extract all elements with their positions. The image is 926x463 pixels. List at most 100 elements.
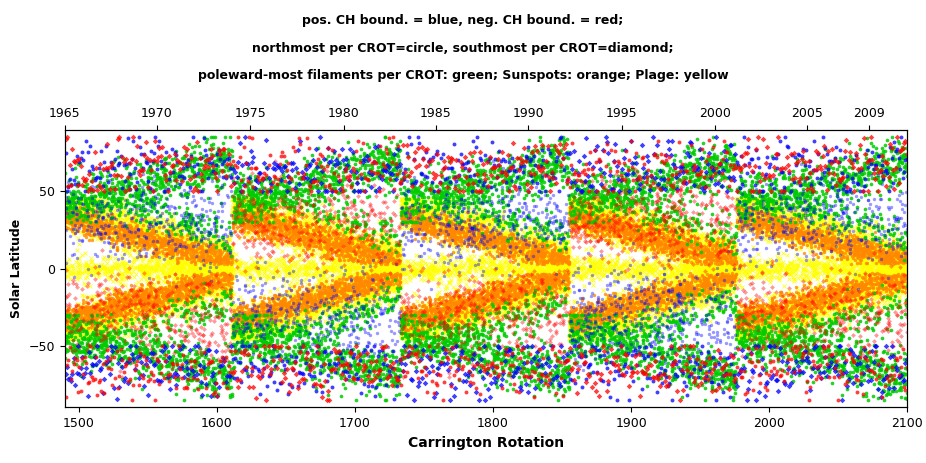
Point: [169, 384, 183, 392]
Point: [418, 260, 432, 267]
Point: [570, 323, 585, 331]
Point: [796, 212, 811, 219]
Point: [598, 223, 613, 230]
Point: [435, 206, 450, 213]
Point: [679, 263, 694, 270]
Point: [398, 304, 413, 311]
Point: [289, 208, 304, 216]
Point: [297, 375, 312, 383]
Point: [676, 232, 691, 240]
Point: [534, 251, 549, 258]
Point: [451, 292, 466, 299]
Point: [823, 219, 838, 226]
Point: [142, 235, 156, 242]
Point: [66, 195, 81, 203]
Point: [847, 284, 862, 291]
Point: [480, 360, 494, 368]
Point: [113, 218, 128, 225]
Point: [342, 294, 357, 302]
Point: [602, 226, 617, 233]
Point: [569, 195, 583, 203]
Point: [249, 319, 264, 327]
Point: [607, 291, 622, 298]
Point: [841, 175, 856, 182]
Point: [839, 206, 854, 214]
Point: [211, 251, 226, 259]
Point: [685, 261, 700, 269]
Point: [752, 190, 767, 197]
Point: [492, 350, 507, 357]
Point: [456, 299, 470, 306]
Point: [674, 239, 689, 247]
Point: [811, 200, 826, 207]
Point: [96, 269, 111, 277]
Point: [194, 281, 209, 288]
Point: [836, 226, 851, 233]
Point: [845, 246, 859, 253]
Point: [649, 225, 664, 232]
Point: [613, 171, 628, 178]
Point: [653, 293, 668, 300]
Point: [222, 287, 237, 294]
Point: [132, 305, 147, 313]
Point: [890, 271, 905, 279]
Point: [679, 261, 694, 269]
Point: [307, 231, 321, 238]
Point: [253, 217, 268, 224]
Point: [586, 327, 601, 334]
Point: [116, 304, 131, 312]
Point: [607, 218, 622, 225]
Point: [121, 243, 136, 250]
Point: [327, 195, 342, 202]
Point: [421, 318, 436, 325]
Point: [784, 235, 799, 243]
Point: [315, 168, 330, 175]
Point: [848, 298, 863, 305]
Point: [568, 334, 582, 342]
Point: [394, 175, 408, 182]
Point: [316, 295, 331, 303]
Point: [216, 232, 231, 239]
Point: [405, 207, 419, 214]
Point: [805, 226, 820, 234]
Point: [828, 156, 843, 164]
Point: [826, 287, 841, 294]
Point: [310, 303, 325, 311]
Point: [723, 186, 738, 194]
Point: [84, 315, 99, 322]
Point: [118, 292, 132, 299]
Point: [749, 313, 764, 321]
Point: [189, 367, 204, 375]
Point: [189, 266, 204, 274]
Point: [141, 238, 156, 245]
Point: [350, 192, 365, 200]
Point: [418, 315, 432, 322]
Point: [850, 356, 865, 363]
Point: [156, 181, 170, 189]
Point: [846, 285, 861, 292]
Point: [734, 213, 749, 221]
Point: [830, 229, 845, 236]
Point: [409, 343, 424, 350]
Point: [720, 376, 735, 383]
Point: [156, 292, 170, 299]
Point: [80, 206, 94, 213]
Point: [420, 317, 435, 324]
Point: [811, 302, 826, 309]
Point: [306, 176, 320, 183]
Point: [111, 306, 126, 313]
Point: [250, 204, 265, 212]
Point: [266, 208, 281, 215]
Point: [784, 304, 799, 311]
Point: [850, 294, 865, 301]
Point: [463, 305, 478, 312]
Point: [441, 312, 456, 319]
Point: [305, 287, 319, 294]
Point: [862, 156, 877, 163]
Point: [694, 332, 708, 339]
Point: [815, 315, 830, 323]
Point: [282, 317, 296, 324]
Point: [681, 271, 695, 279]
Point: [451, 304, 466, 312]
Point: [77, 216, 92, 224]
